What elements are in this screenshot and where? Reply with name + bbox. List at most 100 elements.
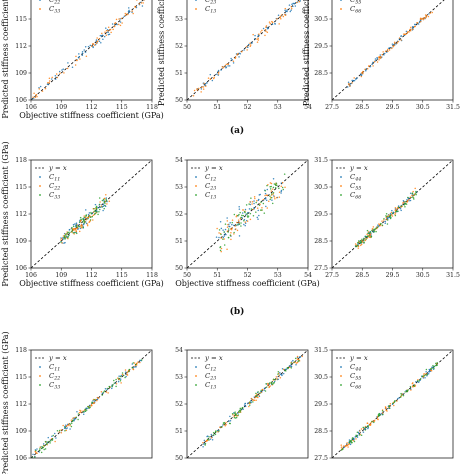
point-C33 xyxy=(111,385,113,388)
legend-marker xyxy=(195,0,197,1)
point-C55 xyxy=(393,404,395,407)
point-C33 xyxy=(120,17,123,20)
point-C66 xyxy=(379,414,381,417)
point-C13 xyxy=(283,173,286,175)
point-C23 xyxy=(217,431,219,433)
point-C13 xyxy=(239,410,242,412)
point-C13 xyxy=(227,63,229,66)
legend-label: C12 xyxy=(205,363,216,373)
legend-marker xyxy=(39,8,41,10)
point-C55 xyxy=(387,215,389,217)
point-C33 xyxy=(41,90,44,92)
point-C11 xyxy=(38,451,41,453)
point-C33 xyxy=(135,363,137,366)
point-C12 xyxy=(217,429,219,432)
point-C22 xyxy=(103,35,106,38)
y-tick-label: 28.5 xyxy=(314,238,328,245)
point-C66 xyxy=(385,215,387,217)
point-C12 xyxy=(295,363,297,366)
x-tick-label: 115 xyxy=(116,272,128,279)
point-C66 xyxy=(400,392,402,395)
point-C66 xyxy=(405,203,408,205)
point-C66 xyxy=(360,72,363,74)
point-C23 xyxy=(220,247,223,250)
point-C23 xyxy=(273,196,276,198)
identity-line xyxy=(332,0,445,100)
point-C66 xyxy=(353,77,355,79)
point-C11 xyxy=(85,407,88,409)
point-C44 xyxy=(352,438,355,440)
point-C33 xyxy=(87,217,89,220)
point-C44 xyxy=(428,370,431,373)
point-C66 xyxy=(394,400,396,402)
legend-label: y = x xyxy=(48,354,67,362)
point-C13 xyxy=(274,187,277,189)
y-tick-label: 115 xyxy=(15,184,27,191)
point-C22 xyxy=(36,452,38,455)
legend-label: C33 xyxy=(49,5,60,15)
y-tick-label: 106 xyxy=(15,265,27,272)
point-C12 xyxy=(248,208,251,210)
point-C33 xyxy=(95,206,97,209)
legend-item: C13 xyxy=(195,381,216,391)
point-C33 xyxy=(56,430,59,432)
legend-item: y = x xyxy=(336,354,368,362)
point-C22 xyxy=(73,233,75,235)
point-C23 xyxy=(206,82,208,84)
point-C23 xyxy=(291,3,293,6)
point-C66 xyxy=(368,65,370,67)
point-C33 xyxy=(72,232,74,234)
point-C66 xyxy=(419,20,422,23)
y-tick-label: 29.5 xyxy=(314,211,328,218)
point-C66 xyxy=(376,226,379,229)
point-C12 xyxy=(202,445,204,448)
y-tick-label: 118 xyxy=(15,347,27,354)
point-C13 xyxy=(266,31,269,33)
point-C44 xyxy=(415,381,417,383)
point-C13 xyxy=(219,246,221,249)
point-C66 xyxy=(394,42,396,45)
point-C23 xyxy=(261,388,264,391)
point-C22 xyxy=(126,374,129,376)
point-C33 xyxy=(33,92,35,95)
point-C44 xyxy=(424,376,426,379)
point-C12 xyxy=(244,224,246,227)
point-C23 xyxy=(275,196,278,199)
point-C33 xyxy=(79,216,82,219)
x-tick-label: 112 xyxy=(86,272,98,279)
point-C23 xyxy=(292,5,294,8)
point-C22 xyxy=(86,223,89,225)
row-label-a: (a) xyxy=(230,125,244,136)
point-C12 xyxy=(206,435,208,438)
y-tick-label: 51 xyxy=(175,70,183,77)
point-C66 xyxy=(419,378,422,380)
point-C66 xyxy=(404,391,406,393)
point-C55 xyxy=(418,21,421,24)
x-tick-label: 31.5 xyxy=(446,272,460,279)
point-C33 xyxy=(82,410,85,413)
point-C12 xyxy=(253,207,255,209)
y-tick-label: 31.5 xyxy=(314,347,328,354)
point-C11 xyxy=(119,378,122,380)
point-C55 xyxy=(366,237,368,239)
point-C12 xyxy=(292,359,294,362)
point-C22 xyxy=(77,56,80,59)
point-C66 xyxy=(425,16,427,18)
legend-item: C33 xyxy=(39,5,60,15)
x-tick-label: 52 xyxy=(244,272,252,279)
point-C23 xyxy=(248,43,250,46)
point-C13 xyxy=(281,186,284,189)
point-C13 xyxy=(250,208,253,210)
point-C13 xyxy=(252,215,255,217)
point-C13 xyxy=(264,34,266,37)
point-C11 xyxy=(32,458,34,460)
legend-label: C22 xyxy=(49,182,60,192)
point-C33 xyxy=(93,210,96,212)
point-C13 xyxy=(243,210,246,213)
point-C44 xyxy=(354,436,357,438)
point-C11 xyxy=(36,448,38,450)
point-C13 xyxy=(204,444,206,446)
point-C22 xyxy=(46,83,49,85)
point-C11 xyxy=(139,359,141,361)
point-C66 xyxy=(386,48,389,51)
